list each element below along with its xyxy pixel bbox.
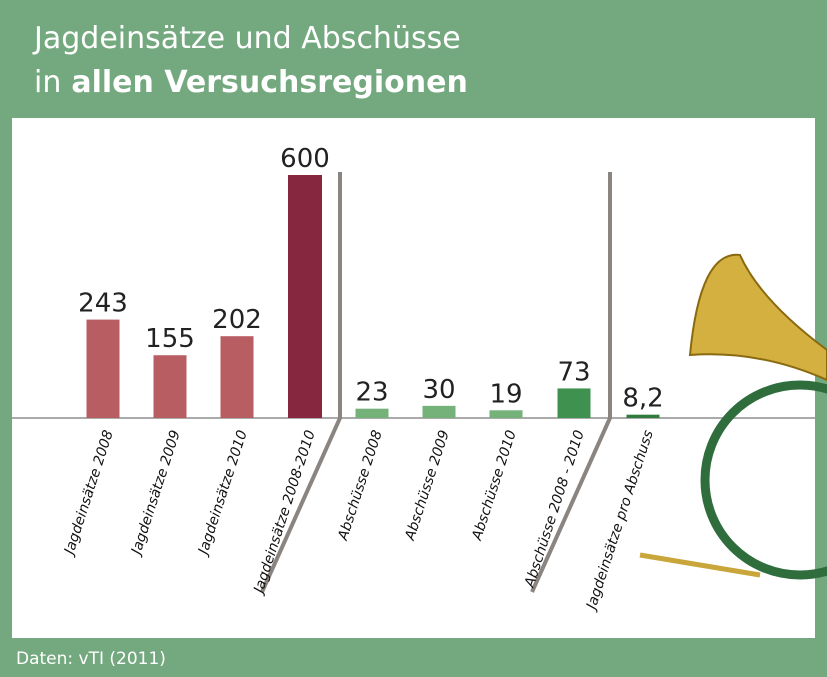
horn-bell bbox=[688, 253, 827, 382]
source: Daten: vTI (2011) bbox=[16, 649, 166, 669]
value-label: 73 bbox=[557, 357, 590, 387]
value-label: 155 bbox=[145, 324, 195, 354]
bar bbox=[422, 405, 456, 418]
bar bbox=[220, 336, 254, 418]
horn-ring bbox=[700, 380, 827, 580]
value-label: 23 bbox=[355, 378, 388, 408]
bar bbox=[489, 410, 523, 418]
separator bbox=[260, 172, 342, 593]
bar bbox=[153, 355, 187, 418]
bar bbox=[557, 388, 591, 418]
title-part: allen Versuchsregionen bbox=[71, 65, 467, 100]
separator bbox=[530, 172, 612, 593]
value-label: 202 bbox=[212, 305, 262, 335]
horn-mouth bbox=[639, 552, 761, 578]
bar bbox=[355, 408, 389, 418]
horn bbox=[639, 253, 827, 580]
plot-area bbox=[12, 118, 815, 638]
bar bbox=[626, 414, 660, 418]
value-label: 8,2 bbox=[622, 384, 663, 414]
bar bbox=[86, 319, 120, 418]
value-label: 19 bbox=[489, 379, 522, 409]
bar bbox=[288, 175, 322, 418]
title-part: in bbox=[34, 65, 61, 100]
value-label: 600 bbox=[280, 144, 330, 174]
chart-title: Jagdeinsätze und Abschüsse bbox=[32, 21, 461, 56]
chart-title: in allen Versuchsregionen bbox=[34, 65, 468, 100]
value-label: 243 bbox=[78, 289, 128, 319]
value-label: 30 bbox=[422, 375, 455, 405]
